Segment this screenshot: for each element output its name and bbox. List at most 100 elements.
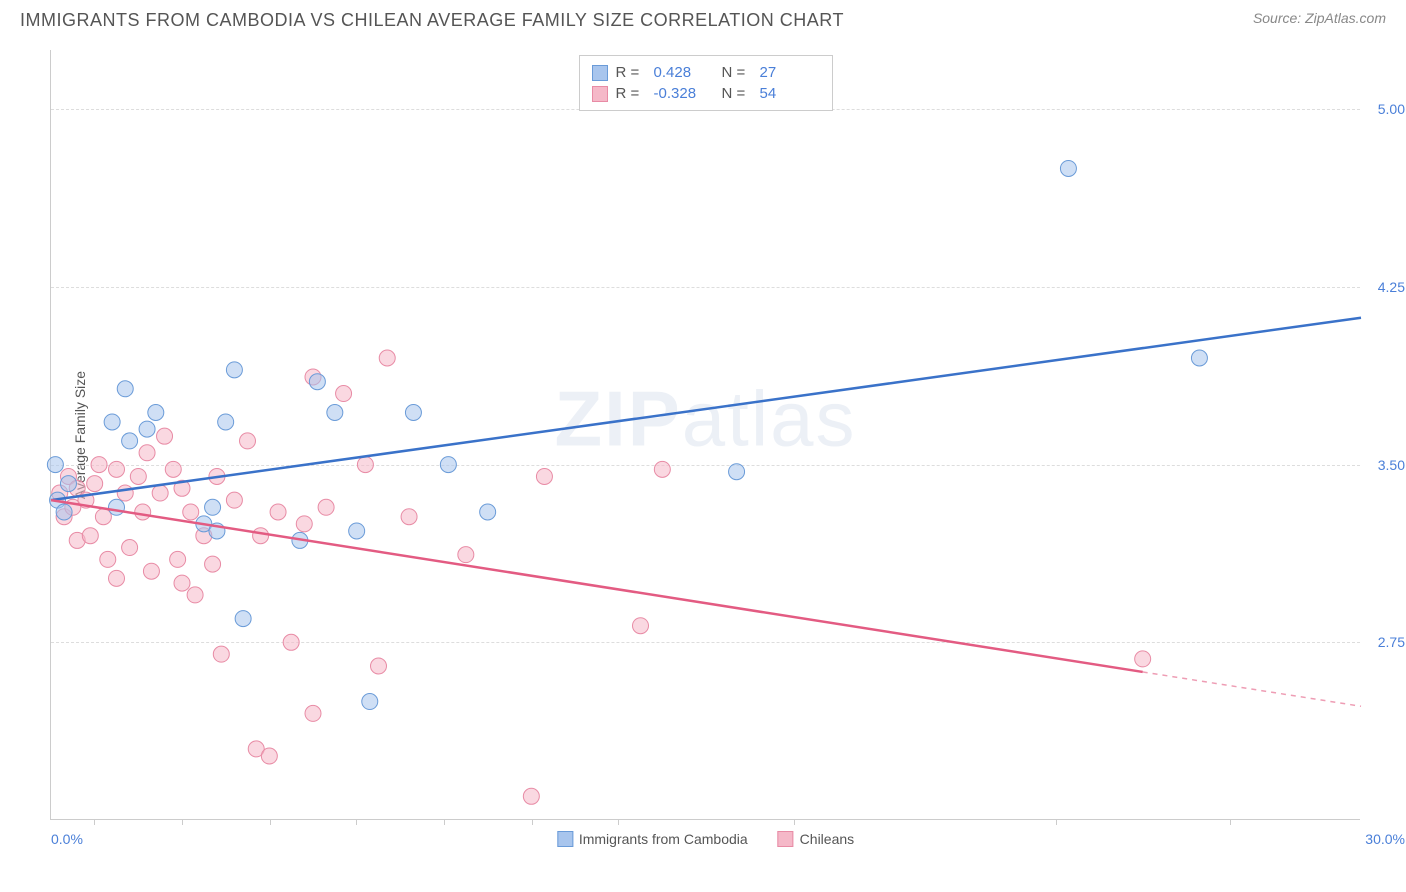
data-point [213,646,229,662]
data-point [283,634,299,650]
correlation-stats-box: R = 0.428 N = 27 R = -0.328 N = 54 [579,55,833,111]
swatch-series1 [592,65,608,81]
data-point [139,445,155,461]
data-point [122,433,138,449]
data-point [536,468,552,484]
data-point [148,404,164,420]
data-point [327,404,343,420]
chart-plot-area: Average Family Size 2.753.504.255.00 ZIP… [50,50,1360,820]
x-tick [1056,819,1057,825]
x-tick [618,819,619,825]
data-point [379,350,395,366]
legend-item-series2: Chileans [778,831,854,847]
data-point [261,748,277,764]
stats-row-series1: R = 0.428 N = 27 [592,62,820,83]
data-point [401,509,417,525]
data-point [109,499,125,515]
trend-line [51,500,1143,672]
x-tick [356,819,357,825]
x-tick [794,819,795,825]
data-point [1060,160,1076,176]
data-point [205,499,221,515]
data-point [440,457,456,473]
x-tick [94,819,95,825]
x-tick [532,819,533,825]
legend-swatch-series1 [557,831,573,847]
data-point [633,618,649,634]
data-point [47,457,63,473]
swatch-series2 [592,86,608,102]
data-point [296,516,312,532]
data-point [152,485,168,501]
data-point [135,504,151,520]
data-point [371,658,387,674]
data-point [205,556,221,572]
r-value-series2: -0.328 [654,85,714,102]
data-point [143,563,159,579]
source-attribution: Source: ZipAtlas.com [1253,10,1386,26]
data-point [117,485,133,501]
data-point [174,575,190,591]
data-point [240,433,256,449]
y-tick-label: 4.25 [1378,279,1405,295]
legend-label-series2: Chileans [800,831,854,847]
data-point [226,362,242,378]
data-point [253,528,269,544]
y-tick-label: 3.50 [1378,457,1405,473]
data-point [104,414,120,430]
data-point [349,523,365,539]
data-point [405,404,421,420]
data-point [60,476,76,492]
x-tick [444,819,445,825]
scatter-plot-svg [51,50,1360,819]
x-tick [182,819,183,825]
chart-title: IMMIGRANTS FROM CAMBODIA VS CHILEAN AVER… [20,10,844,31]
data-point [56,504,72,520]
data-point [226,492,242,508]
data-point [82,528,98,544]
data-point [336,386,352,402]
data-point [87,476,103,492]
data-point [117,381,133,397]
data-point [1191,350,1207,366]
stats-row-series2: R = -0.328 N = 54 [592,83,820,104]
data-point [170,551,186,567]
data-point [729,464,745,480]
data-point [109,461,125,477]
data-point [235,611,251,627]
legend-item-series1: Immigrants from Cambodia [557,831,748,847]
x-tick [270,819,271,825]
data-point [183,504,199,520]
y-tick-label: 2.75 [1378,634,1405,650]
data-point [100,551,116,567]
data-point [362,694,378,710]
trend-line-extrapolated [1143,672,1361,706]
data-point [523,788,539,804]
data-point [270,504,286,520]
data-point [318,499,334,515]
x-axis-min-label: 0.0% [51,831,83,847]
data-point [122,540,138,556]
trend-line [51,318,1361,500]
data-point [1135,651,1151,667]
n-value-series1: 27 [760,64,820,81]
data-point [305,705,321,721]
data-point [157,428,173,444]
data-point [654,461,670,477]
y-tick-label: 5.00 [1378,101,1405,117]
data-point [109,570,125,586]
data-point [218,414,234,430]
data-point [480,504,496,520]
data-point [357,457,373,473]
legend-label-series1: Immigrants from Cambodia [579,831,748,847]
x-tick [1230,819,1231,825]
legend: Immigrants from Cambodia Chileans [557,831,854,847]
x-axis-max-label: 30.0% [1365,831,1405,847]
legend-swatch-series2 [778,831,794,847]
data-point [165,461,181,477]
data-point [139,421,155,437]
data-point [309,374,325,390]
n-value-series2: 54 [760,85,820,102]
data-point [91,457,107,473]
data-point [130,468,146,484]
